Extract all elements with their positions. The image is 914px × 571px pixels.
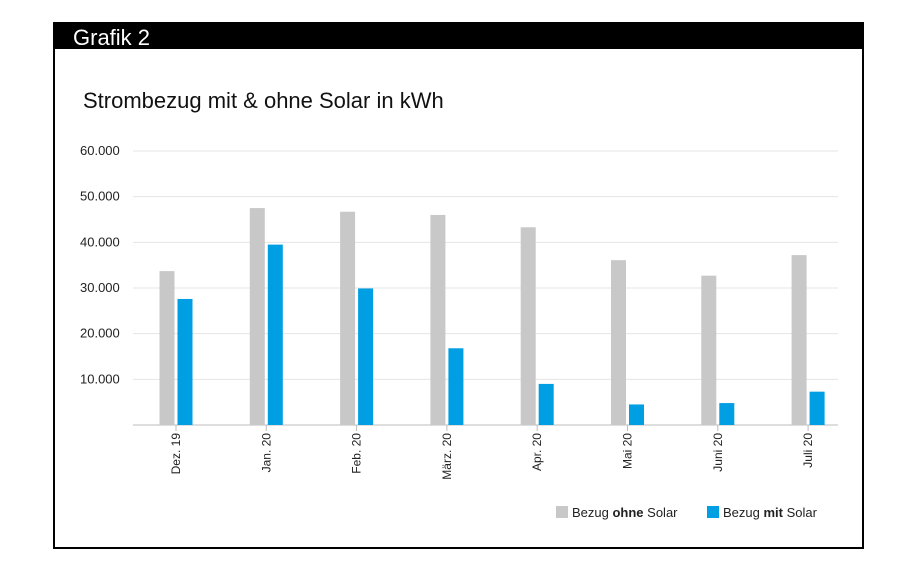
bar-ohne-solar	[611, 260, 626, 425]
bar-ohne-solar	[340, 211, 356, 425]
legend-label: Bezug mit Solar	[723, 505, 818, 520]
bar-ohne-solar	[159, 271, 175, 425]
y-tick-label: 30.000	[80, 280, 120, 295]
bar-mit-solar	[448, 348, 464, 425]
header-bar: Grafik 2	[55, 24, 862, 50]
x-tick-label: Juni 20	[711, 433, 725, 472]
x-tick-label: Juli 20	[801, 433, 815, 468]
bar-mit-solar	[538, 383, 554, 425]
chart-title: Strombezug mit & ohne Solar in kWh	[83, 88, 444, 113]
x-tick-label: Feb. 20	[350, 433, 364, 474]
bar-mit-solar	[177, 298, 193, 425]
legend-swatch	[556, 506, 568, 518]
chart-number-label: Grafik 2	[73, 25, 151, 50]
y-tick-label: 60.000	[80, 143, 120, 158]
bar-mit-solar	[267, 244, 283, 425]
x-tick-label: März. 20	[440, 433, 454, 480]
y-tick-label: 50.000	[80, 189, 120, 204]
y-tick-label: 40.000	[80, 234, 120, 249]
y-tick-label: 20.000	[80, 326, 120, 341]
bar-ohne-solar	[430, 214, 446, 425]
bar-ohne-solar	[701, 275, 717, 425]
x-tick-label: Jan. 20	[259, 433, 273, 473]
legend-swatch	[707, 506, 719, 518]
bar-ohne-solar	[791, 255, 807, 425]
bar-ohne-solar	[249, 208, 265, 425]
bar-mit-solar	[719, 403, 735, 425]
x-tick-label: Mai 20	[621, 433, 635, 469]
bar-mit-solar	[809, 391, 825, 425]
chart-frame: Grafik 2 Strombezug mit & ohne Solar in …	[53, 22, 864, 549]
x-tick-label: Apr. 20	[530, 433, 544, 471]
y-tick-label: 10.000	[80, 371, 120, 386]
legend-label: Bezug ohne Solar	[572, 505, 678, 520]
bar-mit-solar	[629, 404, 644, 425]
x-tick-label: Dez. 19	[169, 433, 183, 475]
bar-ohne-solar	[520, 227, 536, 425]
bar-mit-solar	[358, 288, 374, 425]
